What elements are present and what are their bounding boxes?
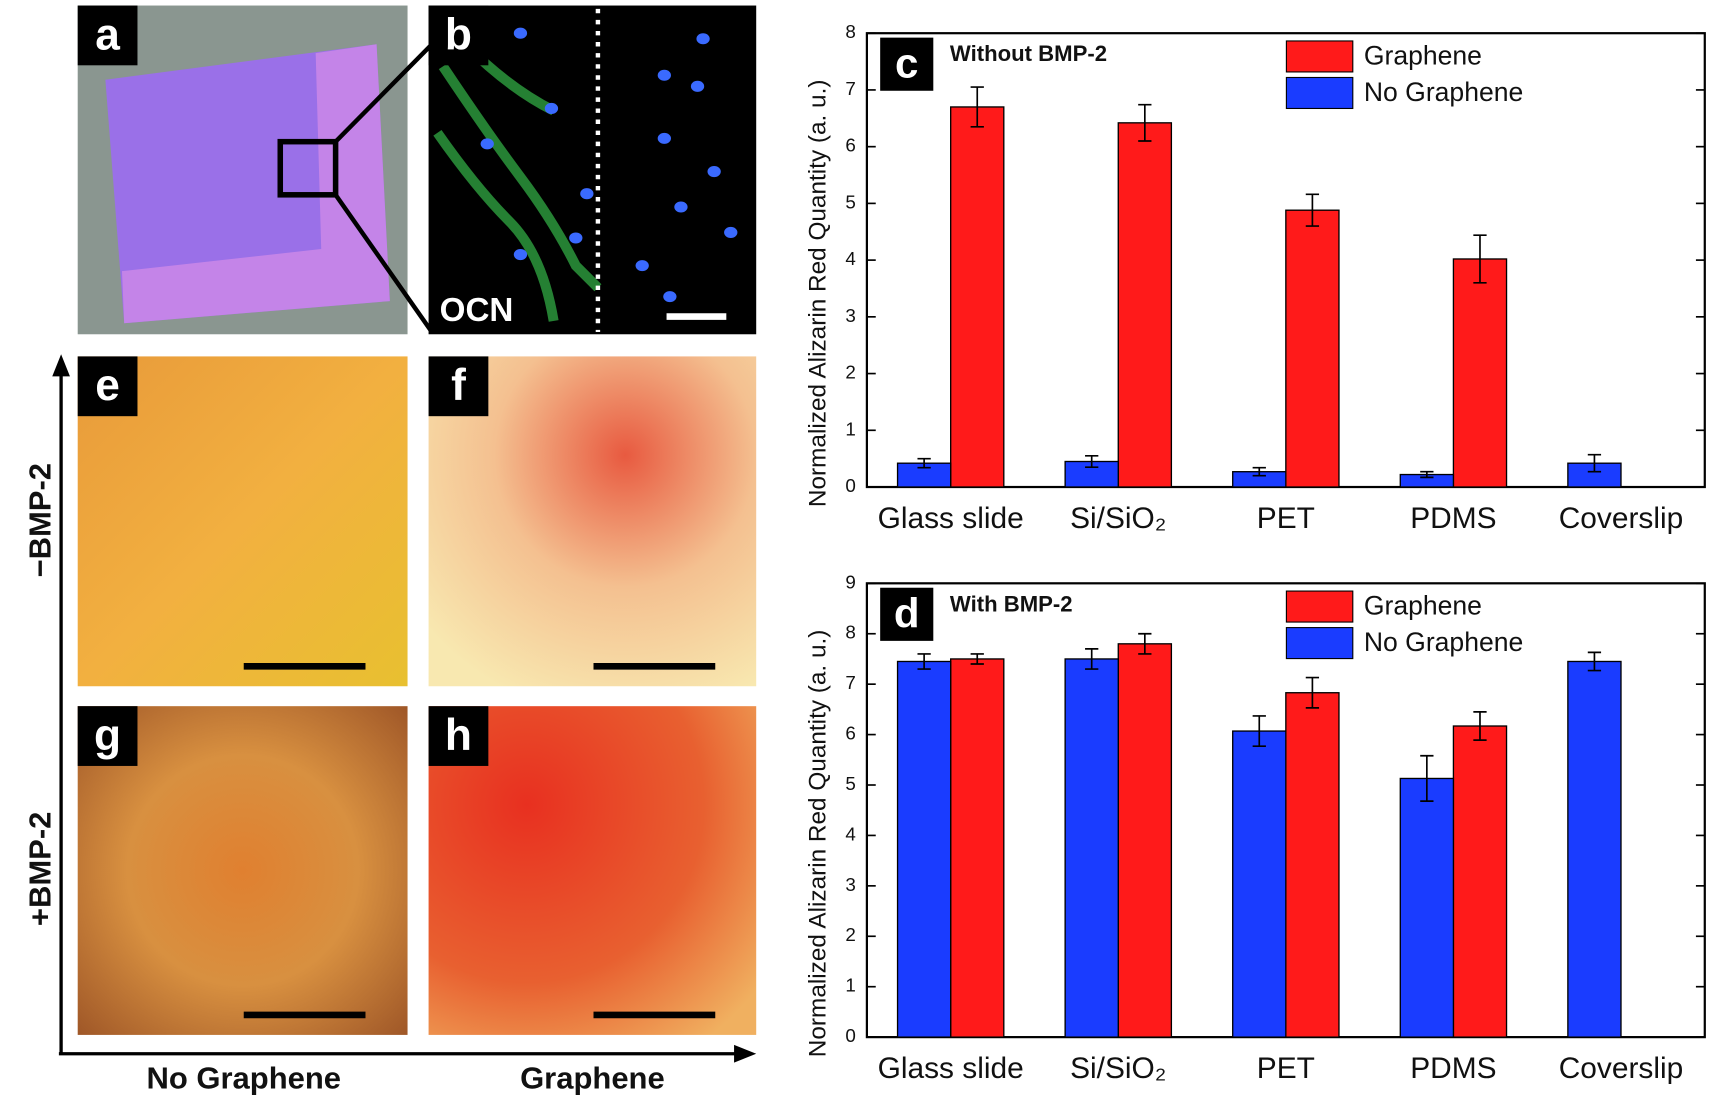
legend-swatch (1285, 590, 1354, 623)
legend-label: Graphene (1364, 41, 1482, 71)
x-tick-label: Glass slide (878, 1052, 1024, 1085)
panel-label-box (880, 587, 934, 641)
y-tick-label: 8 (845, 21, 855, 42)
error-bar (1138, 103, 1152, 142)
col-label: Graphene (520, 1060, 665, 1095)
y-tick-label: 0 (845, 1025, 855, 1046)
scale-bars (243, 663, 716, 1019)
bar (1452, 258, 1508, 488)
chart-title: Without BMP-2 (950, 41, 1107, 66)
error-bar (1085, 454, 1099, 468)
y-tick-label: 2 (845, 362, 855, 383)
marker-label: OCN (440, 292, 514, 329)
error-bar (917, 457, 931, 469)
bar (896, 660, 952, 1038)
legend-swatch (1285, 627, 1354, 660)
bar (950, 106, 1005, 488)
y-tick-label: 0 (845, 475, 855, 496)
y-axis-label: Normalized Alizarin Red Quantity (a. u.) (805, 630, 832, 1058)
y-tick-label: 2 (845, 924, 855, 945)
y-tick-label: 7 (845, 672, 855, 693)
x-tick-label: PET (1257, 1052, 1315, 1085)
error-bar (1085, 648, 1099, 670)
error-bar (917, 653, 931, 670)
graphene-region (121, 44, 390, 324)
bar (950, 658, 1005, 1038)
error-bar (1473, 234, 1487, 284)
y-tick-label: 5 (845, 773, 855, 794)
y-tick-label: 6 (845, 135, 855, 156)
y-tick-label: 6 (845, 723, 855, 744)
y-axis-label: Normalized Alizarin Red Quantity (a. u.) (805, 80, 832, 508)
x-tick-label: PET (1257, 502, 1315, 535)
error-bar (1587, 453, 1602, 473)
bar (1232, 730, 1287, 1038)
bar (1064, 658, 1119, 1038)
y-tick-label: 1 (845, 975, 855, 996)
error-bar (970, 86, 984, 128)
y-tick-label: 3 (845, 305, 855, 326)
x-tick-label: PDMS (1410, 502, 1496, 535)
x-tick-label: Si/SiO₂ (1070, 1052, 1166, 1085)
error-bar (1305, 676, 1320, 709)
error-bar (1587, 651, 1602, 672)
x-tick-label: Si/SiO₂ (1070, 502, 1166, 535)
panel-label-boxes (77, 5, 489, 766)
bar (1117, 643, 1173, 1038)
y-tick-label: 3 (845, 874, 855, 895)
arrow-head (52, 354, 70, 377)
bar (1567, 660, 1622, 1038)
y-tick-label: 7 (845, 78, 855, 99)
legend-label: Graphene (1364, 591, 1482, 621)
legend-label: No Graphene (1364, 627, 1523, 657)
panel-label: b (445, 10, 472, 59)
panel-label: a (95, 10, 120, 59)
bar (1285, 692, 1340, 1038)
legend-label: No Graphene (1364, 77, 1523, 107)
bar (1399, 777, 1455, 1038)
chart-title: With BMP-2 (950, 591, 1073, 616)
error-bar (1138, 632, 1152, 655)
error-bar (1473, 711, 1487, 741)
panel-label: d (894, 590, 920, 637)
error-bar (1420, 470, 1434, 479)
panel-label-box (880, 37, 934, 91)
panel-label: h (445, 711, 472, 760)
col-label: No Graphene (146, 1060, 341, 1095)
row-label: −BMP-2 (22, 463, 57, 578)
row-label: +BMP-2 (22, 812, 57, 927)
nuclei (480, 27, 738, 303)
panel-label: g (94, 711, 121, 760)
bar (1452, 725, 1508, 1038)
zoom-line (334, 42, 434, 144)
panel-label: c (895, 40, 918, 87)
zoom-line (333, 193, 434, 334)
y-tick-label: 5 (845, 191, 855, 212)
error-bar (1420, 754, 1434, 802)
legend-swatch (1285, 76, 1354, 110)
y-tick-label: 4 (845, 823, 855, 844)
bar (1285, 209, 1340, 488)
error-bar (1252, 715, 1266, 748)
error-bar (1305, 193, 1320, 227)
x-tick-label: Coverslip (1559, 502, 1684, 535)
x-tick-label: Coverslip (1559, 1052, 1684, 1085)
y-tick-label: 4 (845, 248, 855, 269)
zoom-box (277, 138, 339, 198)
y-tick-label: 8 (845, 622, 855, 643)
arrow-head (734, 1044, 757, 1063)
error-bar (1252, 466, 1266, 477)
error-bar (970, 653, 984, 665)
y-tick-label: 1 (845, 418, 855, 439)
panel-label: f (451, 361, 466, 410)
y-tick-label: 9 (845, 571, 855, 592)
x-tick-label: Glass slide (878, 502, 1024, 535)
panel-label: e (95, 361, 120, 410)
bar (1117, 122, 1173, 488)
x-tick-label: PDMS (1410, 1052, 1496, 1085)
legend-swatch (1285, 40, 1354, 73)
